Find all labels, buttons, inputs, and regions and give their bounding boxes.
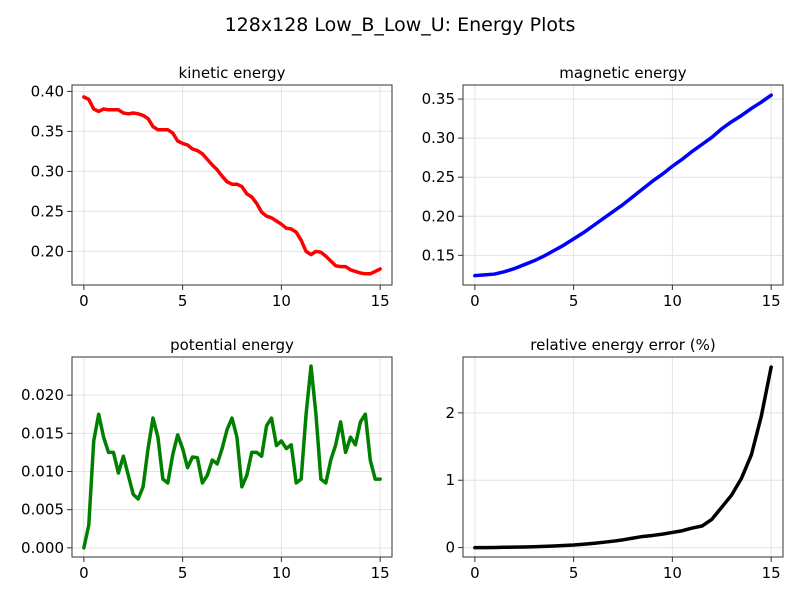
series-line-kinetic: [82, 95, 382, 276]
y-tick-label: 0.35: [31, 122, 64, 140]
y-tick-label: 0.30: [422, 129, 455, 147]
x-tick-label: 0: [470, 292, 480, 310]
x-tick-label: 0: [79, 564, 89, 582]
y-tick-label: 0.25: [31, 202, 64, 220]
axes-title: relative energy error (%): [530, 336, 715, 354]
axes-frame: [462, 356, 784, 558]
axes-frame: [71, 84, 393, 286]
y-tick-label: 0.020: [21, 386, 64, 404]
x-tick-label: 10: [272, 564, 291, 582]
axes-frame: [71, 356, 393, 558]
x-tick-label: 5: [569, 292, 579, 310]
x-tick-label: 0: [79, 292, 89, 310]
x-tick-label: 0: [470, 564, 480, 582]
x-tick-label: 5: [569, 564, 579, 582]
axes-title: kinetic energy: [179, 64, 286, 82]
x-tick-label: 15: [371, 564, 390, 582]
y-tick-label: 1: [445, 471, 455, 489]
x-tick-label: 10: [663, 564, 682, 582]
y-tick-label: 0.20: [422, 207, 455, 225]
y-tick-label: 2: [445, 404, 455, 422]
x-tick-label: 10: [272, 292, 291, 310]
x-tick-label: 15: [762, 292, 781, 310]
x-tick-label: 15: [762, 564, 781, 582]
y-tick-label: 0.015: [21, 424, 64, 442]
x-tick-label: 15: [371, 292, 390, 310]
x-tick-label: 10: [663, 292, 682, 310]
y-tick-label: 0.35: [422, 90, 455, 108]
series-line-error: [473, 365, 773, 550]
figure-title: 128x128 Low_B_Low_U: Energy Plots: [224, 14, 576, 36]
chart-error: relative energy error (%) 0 5 10 15 0 1 2: [445, 336, 784, 582]
x-tick-label: 5: [178, 564, 188, 582]
chart-kinetic: kinetic energy 0 5 10 15 0.20 0.25 0.30 0.35 0.40: [31, 64, 393, 310]
y-tick-label: 0.30: [31, 162, 64, 180]
y-tick-label: 0.20: [31, 242, 64, 260]
axes-title: potential energy: [170, 336, 294, 354]
axes-frame: [462, 84, 784, 286]
y-tick-label: 0.000: [21, 539, 64, 557]
y-tick-label: 0.010: [21, 463, 64, 481]
chart-magnetic: magnetic energy 0 5 10 15 0.15 0.20 0.25 0.30 0.3…: [422, 64, 784, 310]
series-line-potential: [82, 364, 382, 550]
y-tick-label: 0.40: [31, 82, 64, 100]
x-tick-label: 5: [178, 292, 188, 310]
axes-title: magnetic energy: [559, 64, 687, 82]
y-tick-label: 0.25: [422, 168, 455, 186]
y-tick-label: 0.15: [422, 246, 455, 264]
chart-potential: potential energy 0 5 10 15 0.000 0.005 0.010 0.0…: [21, 336, 393, 582]
y-tick-label: 0: [445, 539, 455, 557]
y-tick-label: 0.005: [21, 501, 64, 519]
series-line-magnetic: [473, 93, 773, 278]
